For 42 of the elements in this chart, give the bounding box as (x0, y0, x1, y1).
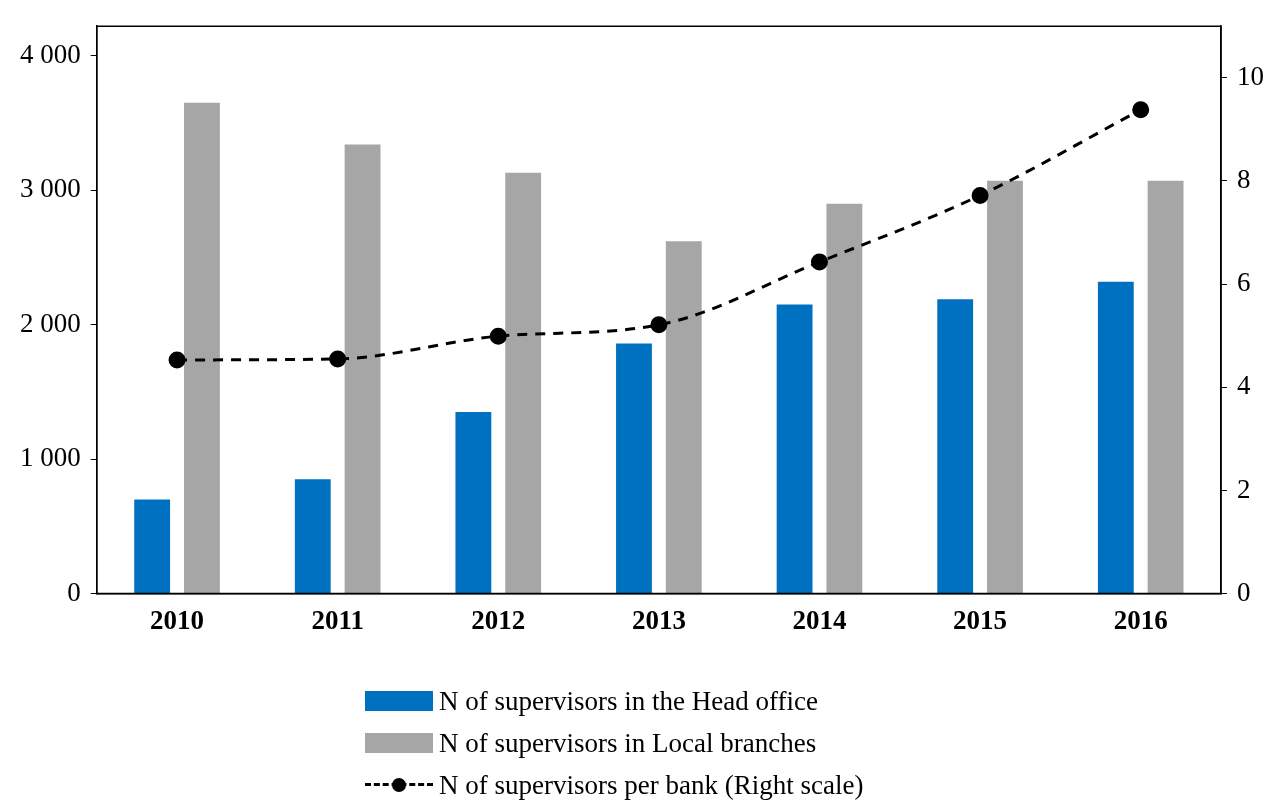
bar (987, 180, 1023, 594)
point (329, 350, 347, 368)
bar (184, 102, 220, 594)
x-tick-label: 2012 (471, 604, 526, 635)
bar (776, 304, 813, 594)
bar (505, 172, 542, 594)
x-tick-label: 2015 (953, 604, 1008, 635)
x-tick-label: 2010 (150, 604, 205, 635)
y2-tick-label: 6 (1237, 267, 1251, 298)
y-tick-label: 2 000 (20, 307, 81, 338)
y2-tick-label: 4 (1237, 370, 1251, 401)
y2-tick-label: 0 (1237, 576, 1251, 607)
point (810, 253, 828, 271)
point (1132, 101, 1150, 119)
bar (665, 241, 702, 594)
bar (134, 499, 171, 594)
x-tick-label: 2013 (631, 604, 686, 635)
legend-label: N of supervisors per bank (Right scale) (439, 769, 864, 801)
bar (344, 144, 381, 594)
point (650, 316, 668, 334)
bar (1097, 281, 1134, 594)
y-tick-label: 3 000 (20, 173, 81, 204)
y2-tick-label: 8 (1237, 164, 1251, 195)
point (168, 351, 186, 369)
bar (937, 299, 974, 594)
y-tick-label: 0 (67, 576, 81, 607)
bar (455, 412, 492, 594)
x-tick-label: 2011 (311, 604, 364, 635)
x-tick-label: 2014 (792, 604, 847, 635)
x-tick-label: 2016 (1113, 604, 1168, 635)
bar (1147, 180, 1184, 594)
y-tick-label: 4 000 (20, 38, 81, 69)
y2-tick-label: 10 (1237, 60, 1264, 91)
y2-tick-label: 2 (1237, 473, 1251, 504)
legend-label: N of supervisors in the Head office (439, 685, 818, 717)
bar (616, 343, 652, 594)
y-tick-label: 1 000 (20, 442, 81, 473)
bar (826, 203, 863, 594)
bar (294, 479, 331, 594)
legend-label: N of supervisors in Local branches (439, 727, 817, 759)
point (489, 327, 507, 345)
point (971, 186, 989, 204)
